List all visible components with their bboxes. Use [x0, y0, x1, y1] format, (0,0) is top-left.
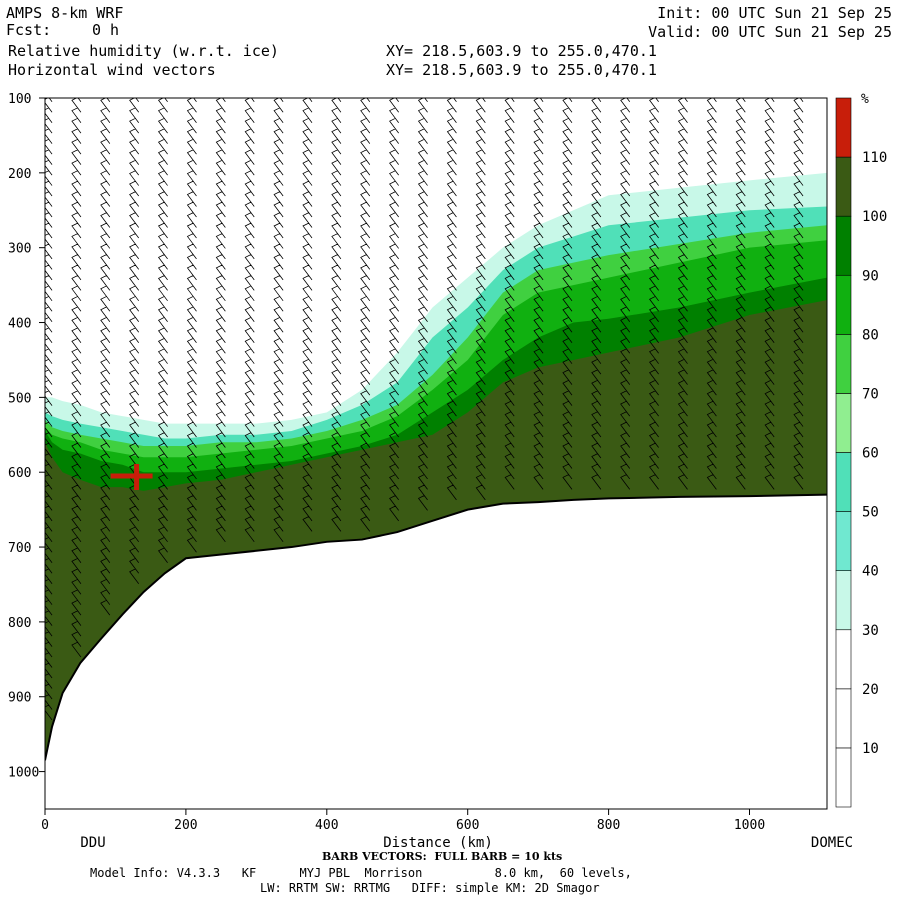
barb-note: BARB VECTORS: FULL BARB = 10 kts — [322, 850, 563, 863]
x-tick-label-5: 1000 — [734, 818, 765, 833]
colorbar-box-1 — [835, 688, 852, 749]
x-tick-label-0: 0 — [41, 818, 49, 833]
model-info: Model Info: V4.3.3 KF MYJ PBL Morrison 8… — [90, 866, 632, 880]
colorbar-box-5 — [835, 452, 852, 512]
fcst-label: Fcst: — [6, 21, 52, 39]
colorbar-label-50: 50 — [862, 505, 879, 521]
xy-coords-1: XY= 218.5,603.9 to 255.0,470.1 — [386, 42, 657, 60]
colorbar-box-2 — [835, 629, 852, 690]
y-tick-label-1: 200 — [8, 167, 31, 182]
colorbar-box-8 — [835, 274, 852, 335]
colorbar-unit: % — [861, 92, 869, 107]
fcst-value: 0 h — [92, 21, 120, 39]
rh-band-100 — [45, 300, 827, 761]
valid-time: Valid: 00 UTC Sun 21 Sep 25 — [648, 23, 892, 41]
wind-barbs — [45, 98, 804, 721]
colorbar-box-6 — [835, 393, 852, 453]
colorbar-label-100: 100 — [862, 209, 887, 225]
model-title: AMPS 8-km WRF — [6, 4, 124, 22]
xy-coords-2: XY= 218.5,603.9 to 255.0,470.1 — [386, 61, 657, 79]
colorbar-label-110: 110 — [862, 150, 887, 166]
colorbar-box-10 — [835, 156, 852, 217]
x-axis-label: Distance (km) — [383, 835, 493, 851]
x-tick-label-3: 600 — [456, 818, 479, 833]
colorbar-label-70: 70 — [862, 386, 879, 402]
terrain-line — [45, 493, 827, 761]
endpoint-label-start: DDU — [80, 835, 105, 851]
init-time: Init: 00 UTC Sun 21 Sep 25 — [657, 4, 892, 22]
x-tick-label-1: 200 — [174, 818, 197, 833]
physics-info: LW: RRTM SW: RRTMG DIFF: simple KM: 2D S… — [260, 881, 600, 895]
colorbar-label-90: 90 — [862, 268, 879, 284]
colorbar-box-7 — [835, 334, 852, 394]
y-tick-label-8: 900 — [8, 691, 31, 706]
colorbar-label-30: 30 — [862, 623, 879, 639]
x-tick-label-4: 800 — [597, 818, 620, 833]
colorbar-box-11 — [835, 97, 852, 158]
y-tick-label-9: 1000 — [8, 766, 39, 781]
plot-frame — [44, 97, 828, 810]
colorbar-box-3 — [835, 570, 852, 631]
colorbar-label-40: 40 — [862, 564, 879, 580]
y-tick-label-2: 300 — [8, 242, 31, 257]
y-tick-label-6: 700 — [8, 541, 31, 556]
colorbar-label-60: 60 — [862, 446, 879, 462]
y-tick-label-4: 500 — [8, 391, 31, 406]
x-tick-label-2: 400 — [315, 818, 338, 833]
endpoint-label-end: DOMEC — [811, 835, 853, 851]
colorbar-box-0 — [835, 747, 852, 808]
colorbar-label-80: 80 — [862, 327, 879, 343]
y-tick-label-5: 600 — [8, 466, 31, 481]
marker-cross-0 — [110, 463, 153, 490]
y-tick-label-0: 100 — [8, 92, 31, 107]
field-name-wind: Horizontal wind vectors — [8, 61, 216, 79]
field-name-rh: Relative humidity (w.r.t. ice) — [8, 42, 279, 60]
y-tick-label-7: 800 — [8, 616, 31, 631]
colorbar-box-4 — [835, 511, 852, 571]
colorbar-label-10: 10 — [862, 741, 879, 757]
colorbar-label-20: 20 — [862, 682, 879, 698]
y-tick-label-3: 400 — [8, 317, 31, 332]
colorbar-box-9 — [835, 215, 852, 276]
